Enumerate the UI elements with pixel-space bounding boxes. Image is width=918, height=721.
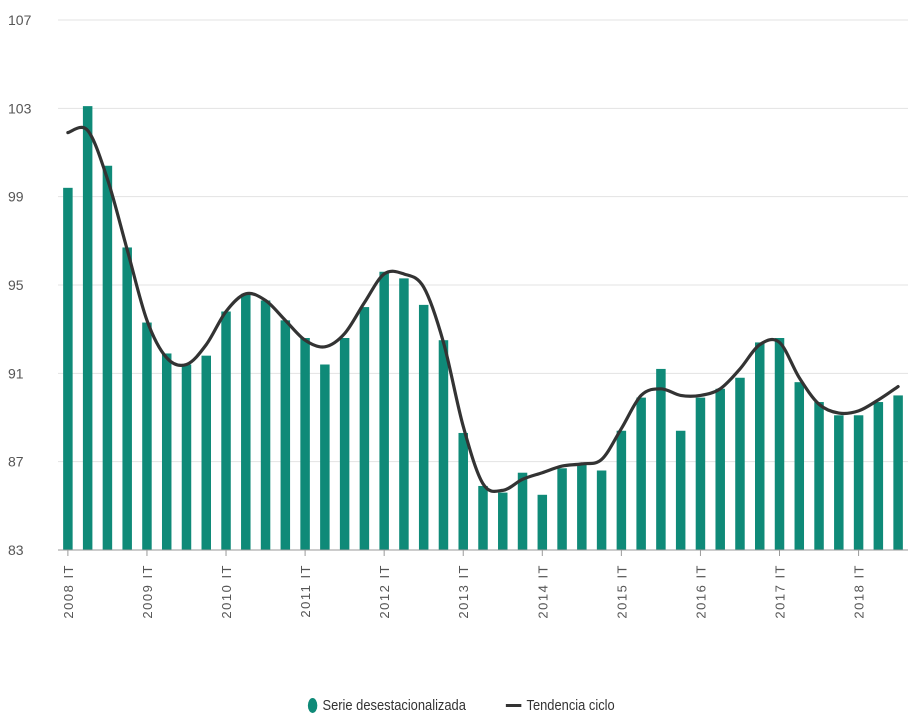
bar [161,353,172,550]
x-axis: 2008 IT 2009 IT 2010 IT 2011 IT 2012 IT 2013 … [58,549,908,619]
bar [122,247,132,550]
legend-label-bars: Serie desestacionalizada [322,696,466,714]
x-tick-label: 2009 IT [140,564,155,619]
bar [438,340,449,550]
bar [695,397,706,550]
bar [320,364,330,550]
x-tick-label: 2014 IT [535,564,550,619]
bar [656,368,666,550]
legend-item-bars: Serie desestacionalizada [307,696,466,714]
trend-line [66,125,900,494]
legend-swatch-line [505,703,521,707]
bar [399,278,409,550]
bar [735,377,745,550]
x-tick-label: 2018 IT [852,564,867,619]
bar [201,355,211,550]
bar [221,311,231,550]
bar [755,342,765,550]
y-tick-label: 87 [8,454,24,470]
bar [537,494,548,550]
x-tick-label: 2010 IT [219,564,234,619]
trend-series [66,125,900,494]
bar-series [63,106,903,550]
bar [834,415,844,550]
bar [181,364,192,550]
y-tick-label: 99 [8,189,24,205]
y-tick-label: 103 [8,100,32,116]
bar [517,472,528,550]
bar [853,415,864,550]
bar [260,300,271,550]
x-tick-label: 2016 IT [693,564,708,619]
bar [873,402,884,550]
bar [557,468,567,550]
y-tick-label: 95 [8,277,24,293]
legend-label-line: Tendencia ciclo [526,696,615,714]
legend-item-line: Tendencia ciclo [505,697,614,714]
bar [241,293,251,550]
bar [715,388,725,550]
bar [675,430,686,550]
legend: Serie desestacionalizada Tendencia ciclo [0,692,918,718]
y-axis: 83 87 91 95 99 103 107 [8,12,32,558]
bar [280,320,291,550]
bar [893,395,903,550]
bar [82,106,93,550]
bar [359,307,370,550]
bar [636,397,646,550]
y-tick-label: 91 [8,365,24,381]
bar [339,338,350,550]
legend-swatch-bars [307,697,318,713]
gridlines [58,19,908,463]
x-tick-label: 2017 IT [773,564,788,619]
y-tick-label: 83 [8,542,24,558]
bar [418,304,429,550]
x-tick-label: 2013 IT [456,564,471,619]
bar [794,382,805,550]
x-tick-label: 2008 IT [61,564,76,619]
bar [814,402,824,550]
bar [478,485,488,550]
bar [458,432,468,550]
x-tick-label: 2012 IT [377,564,392,619]
bar [379,271,389,550]
bar [616,430,627,550]
x-tick-label: 2015 IT [614,564,629,619]
bar [596,470,607,550]
bar [774,338,785,550]
bar [63,187,73,550]
bar [577,463,587,550]
x-tick-label: 2011 IT [298,564,313,618]
y-tick-label: 107 [8,12,32,28]
bar [102,165,113,550]
bar [142,322,152,550]
bar [498,492,508,550]
bar [300,338,310,550]
